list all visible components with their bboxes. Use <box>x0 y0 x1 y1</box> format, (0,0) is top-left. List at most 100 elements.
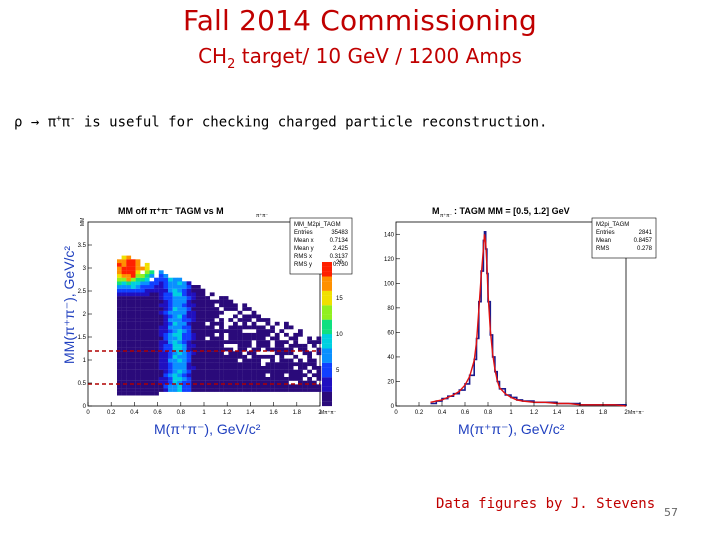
heatmap-cell <box>205 310 210 315</box>
heatmap-cell <box>121 314 127 319</box>
heatmap-cell <box>144 318 150 322</box>
heatmap-cell <box>279 380 285 385</box>
heatmap-cell <box>168 343 173 348</box>
heatmap-cell <box>149 303 155 308</box>
heatmap-cell <box>191 292 196 297</box>
heatmap-cell <box>228 325 234 330</box>
heatmap-ytick-label: 0 <box>83 404 87 410</box>
heatmap-cell <box>177 340 183 344</box>
heatmap-cell <box>144 266 150 271</box>
heatmap-cell <box>270 366 275 370</box>
heatmap-cell <box>279 369 285 374</box>
heatmap-cell <box>154 384 159 389</box>
heatmap-cell <box>130 325 136 330</box>
heatmap-cell <box>228 347 234 352</box>
heatmap-cell <box>311 373 317 378</box>
heatmap-cell <box>117 343 122 348</box>
heatmap-ytick-label: 3 <box>83 266 87 272</box>
heatmap-cell <box>117 358 122 363</box>
heatmap-cell <box>307 362 312 367</box>
heatmap-cell <box>302 388 308 392</box>
heatmap-cell <box>144 336 150 341</box>
heatmap-cell <box>195 347 201 352</box>
heatmap-cell <box>270 377 275 381</box>
heatmap-cell <box>209 314 215 319</box>
heatmap-cell <box>130 270 136 275</box>
heatmap-cell <box>256 384 261 389</box>
histogram-title-rest: : TAGM MM = [0.5, 1.2] GeV <box>454 206 570 216</box>
heatmap-cell <box>233 384 238 389</box>
heatmap-cell <box>242 314 248 319</box>
subtitle-sub: 2 <box>227 57 236 72</box>
heatmap-cell <box>149 377 155 381</box>
heatmap-cell <box>177 325 183 330</box>
heatmap-cell <box>209 329 215 333</box>
heatmap-cell <box>219 318 224 322</box>
heatmap-cell <box>168 373 173 378</box>
heatmap-cell <box>200 336 206 341</box>
heatmap-xtick-label: 1.6 <box>269 410 278 416</box>
heatmap-cell <box>246 366 252 370</box>
heatmap-cell <box>233 377 238 381</box>
heatmap-cell <box>140 325 145 330</box>
heatmap-cell <box>126 384 132 389</box>
heatmap-cell <box>158 274 164 278</box>
heatmap-cell <box>311 380 317 385</box>
heatmap-cell <box>126 380 132 385</box>
heatmap-cell <box>149 340 155 344</box>
heatmap-cell <box>228 340 234 344</box>
heatmap-cell <box>265 366 271 370</box>
heatmap-cell <box>130 310 136 315</box>
heatmap-stats-box <box>289 217 353 275</box>
heatmap-cell <box>163 292 169 297</box>
heatmap-cell <box>279 373 285 378</box>
heatmap-cell <box>158 307 164 311</box>
heatmap-cell <box>140 277 145 282</box>
heatmap-ytick-label: 2.5 <box>78 289 87 295</box>
heatmap-cell <box>209 347 215 352</box>
heatmap-cell <box>195 314 201 319</box>
heatmap-cell <box>260 329 266 333</box>
heatmap-cell <box>200 373 206 378</box>
bullet-pi2: π <box>61 114 71 131</box>
heatmap-cell <box>172 340 178 344</box>
heatmap-cell <box>135 274 141 278</box>
heatmap-cell <box>200 296 206 300</box>
heatmap-cell <box>237 351 243 356</box>
heatmap-cell <box>242 303 248 308</box>
heatmap-cell <box>149 310 155 315</box>
heatmap-stat-value: 35483 <box>331 230 348 236</box>
heatmap-cell <box>228 336 234 341</box>
heatmap-cell <box>274 347 280 352</box>
heatmap-cell <box>214 336 220 341</box>
heatmap-cell <box>163 380 169 385</box>
heatmap-ytick-label: 3.5 <box>78 243 87 249</box>
histogram-stats-rows: Entries 2841 Mean 0.8457 RMS 0.278 <box>596 230 653 252</box>
heatmap-cell <box>265 347 271 352</box>
heatmap-cell <box>149 296 155 300</box>
heatmap-cell <box>293 369 299 374</box>
heatmap-cell <box>140 377 145 381</box>
heatmap-cell <box>154 347 159 352</box>
heatmap-cell <box>209 380 215 385</box>
histogram-ytick-label: 100 <box>384 281 395 287</box>
heatmap-cell <box>256 318 261 322</box>
heatmap-cell <box>209 343 215 348</box>
histogram-stat-label: RMS <box>596 246 609 252</box>
heatmap-cell <box>168 296 173 300</box>
heatmap-cell <box>149 307 155 311</box>
heatmap-cell <box>228 384 234 389</box>
heatmap-cell <box>200 366 206 370</box>
heatmap-cell <box>288 373 294 378</box>
heatmap-cell <box>158 340 164 344</box>
heatmap-cell <box>182 318 187 322</box>
heatmap-cell <box>186 303 192 308</box>
heatmap-cell <box>168 369 173 374</box>
heatmap-cell <box>126 329 132 333</box>
heatmap-xtick-label: 0.2 <box>107 410 116 416</box>
heatmap-cell <box>219 358 224 363</box>
heatmap-cell <box>307 336 312 341</box>
heatmap-cell <box>117 314 122 319</box>
color-scale-bar <box>322 262 332 407</box>
heatmap-cell <box>214 351 220 356</box>
